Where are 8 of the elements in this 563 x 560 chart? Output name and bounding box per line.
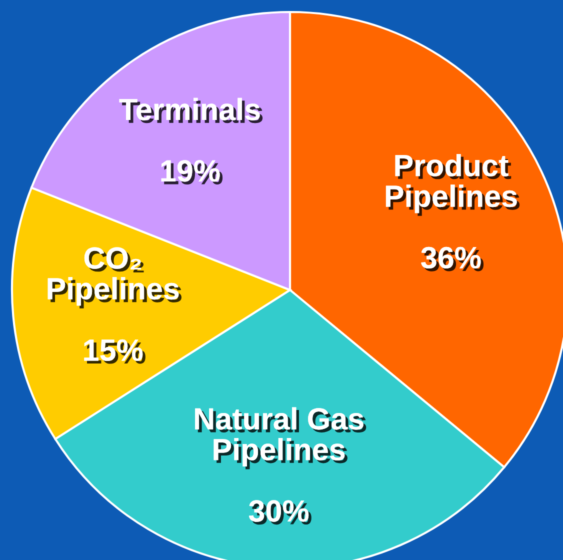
data-label: 30% <box>248 500 312 525</box>
data-label: 19% <box>161 160 223 185</box>
data-label: 15% <box>84 339 146 364</box>
slice-label: CO₂ Pipelines <box>48 247 182 308</box>
slice-label: Product Pipelines <box>386 154 520 216</box>
slice-label: Natural Gas Pipelines <box>195 407 366 470</box>
slice-label: Terminals <box>119 98 263 124</box>
data-label: 36% <box>421 246 484 272</box>
